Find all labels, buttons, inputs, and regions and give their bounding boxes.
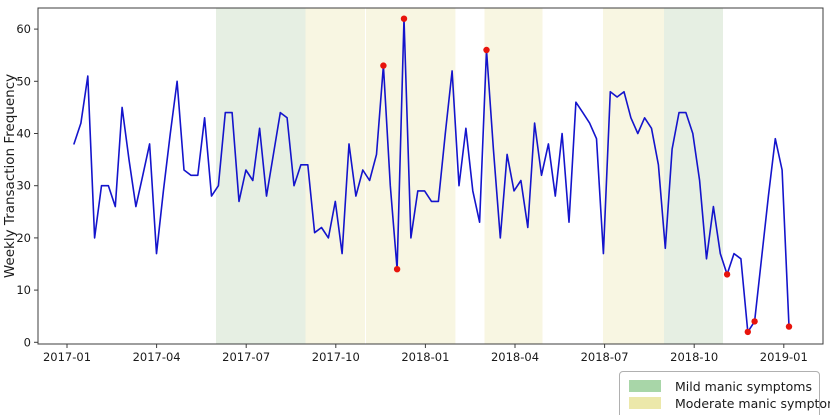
x-axis-ticks: 2017-01 2017-04 2017-07 2017-10 2018-01 2018-… [43, 344, 808, 364]
anomaly-marker [400, 15, 408, 22]
anomaly-marker [751, 318, 758, 325]
y-axis-ticks: 0 10 20 30 40 50 60 [16, 22, 38, 349]
mild-symptom-band [664, 8, 723, 344]
y-tick-label: 50 [16, 74, 31, 88]
moderate-symptom-band [603, 8, 664, 344]
y-tick-label: 20 [16, 231, 31, 245]
anomaly-marker [785, 323, 793, 330]
anomaly-marker [744, 328, 751, 336]
legend: Mild manic symptoms Moderate manic sympto… [619, 371, 830, 415]
symptom-bands [216, 8, 723, 344]
legend-swatch-mild [629, 380, 661, 392]
x-tick-label: 2017-07 [222, 350, 270, 364]
x-tick-label: 2017-01 [43, 350, 91, 364]
anomaly-marker [393, 266, 401, 273]
moderate-symptom-band [366, 8, 456, 344]
x-tick-label: 2018-10 [670, 350, 718, 364]
anomaly-marker [723, 271, 731, 278]
x-tick-label: 2019-01 [760, 350, 808, 364]
anomaly-marker [380, 62, 387, 69]
transaction-frequency-line [73, 17, 790, 333]
y-tick-label: 40 [16, 127, 31, 141]
y-axis-label: Weekly Transaction Frequency [2, 74, 18, 278]
anomaly-markers [380, 15, 793, 336]
x-tick-label: 2017-04 [133, 350, 181, 364]
moderate-symptom-band [484, 8, 543, 344]
x-tick-label: 2017-10 [312, 350, 360, 364]
plot-border [37, 7, 824, 345]
x-tick-label: 2018-01 [401, 350, 449, 364]
y-tick-label: 60 [16, 22, 31, 36]
legend-label: Mild manic symptoms [675, 378, 812, 394]
y-tick-label: 0 [24, 335, 31, 349]
x-tick-label: 2018-04 [491, 350, 539, 364]
moderate-symptom-band [305, 8, 365, 344]
legend-item: Mild manic symptoms [629, 378, 812, 394]
legend-item: Moderate manic symptoms [629, 395, 830, 411]
legend-label: Moderate manic symptoms [675, 395, 830, 411]
anomaly-marker [483, 46, 490, 54]
legend-swatch-moderate [629, 397, 661, 409]
y-tick-label: 30 [16, 179, 31, 193]
x-tick-label: 2018-07 [581, 350, 629, 364]
y-tick-label: 10 [16, 283, 31, 297]
mild-symptom-band [216, 8, 306, 344]
